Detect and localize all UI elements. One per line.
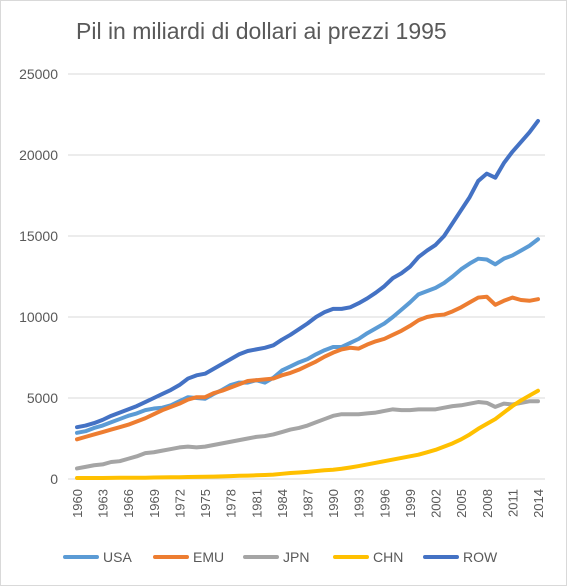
- x-tick-label: 1990: [326, 489, 341, 518]
- x-tick-label: 1984: [275, 489, 290, 518]
- x-tick-label: 2011: [505, 489, 520, 517]
- x-tick-label: 2005: [454, 489, 469, 518]
- x-tick-label: 2008: [480, 489, 495, 518]
- x-tick-label: 2002: [429, 489, 444, 518]
- y-tick-label: 25000: [19, 66, 58, 82]
- x-tick-label: 1996: [377, 489, 392, 518]
- x-axis-labels: 1960 1963 1966 1969 1972 1975 1978 1981 1984 1987…: [70, 489, 546, 518]
- x-tick-label: 1960: [70, 489, 85, 518]
- chart-title: Pil in miliardi di dollari ai prezzi 199…: [76, 18, 447, 44]
- x-tick-label: 1969: [147, 489, 162, 518]
- series-lines: [75, 118, 540, 481]
- y-tick-label: 15000: [19, 228, 58, 244]
- legend-label-jpn: JPN: [283, 549, 309, 565]
- x-tick-label: 1978: [224, 489, 239, 518]
- series-line-jpn: [75, 399, 540, 471]
- x-tick-label: 1966: [121, 489, 136, 518]
- x-tick-label: 1963: [96, 489, 111, 518]
- x-tick-label: 2014: [531, 489, 546, 518]
- y-tick-label: 20000: [19, 147, 58, 163]
- series-line-chn: [75, 388, 540, 481]
- series-line-usa: [75, 237, 540, 435]
- legend-label-usa: USA: [103, 549, 132, 565]
- series-line-emu: [75, 294, 540, 442]
- x-tick-label: 1987: [301, 489, 316, 518]
- x-tick-label: 1972: [172, 489, 187, 518]
- gridlines: [68, 73, 545, 480]
- legend-label-chn: CHN: [373, 549, 403, 565]
- legend-label-emu: EMU: [193, 549, 224, 565]
- x-tick-label: 1981: [249, 489, 264, 518]
- legend-label-row: ROW: [463, 549, 498, 565]
- y-tick-label: 0: [50, 471, 58, 487]
- x-tick-label: 1999: [403, 489, 418, 518]
- y-tick-label: 10000: [19, 309, 58, 325]
- x-tick-label: 1975: [198, 489, 213, 518]
- legend: USA EMU JPN CHN ROW: [63, 549, 498, 565]
- series-line-row: [75, 118, 540, 430]
- y-tick-label: 5000: [27, 390, 58, 406]
- y-axis-labels: 0 5000 10000 15000 20000 25000: [19, 66, 58, 487]
- x-tick-label: 1993: [352, 489, 367, 518]
